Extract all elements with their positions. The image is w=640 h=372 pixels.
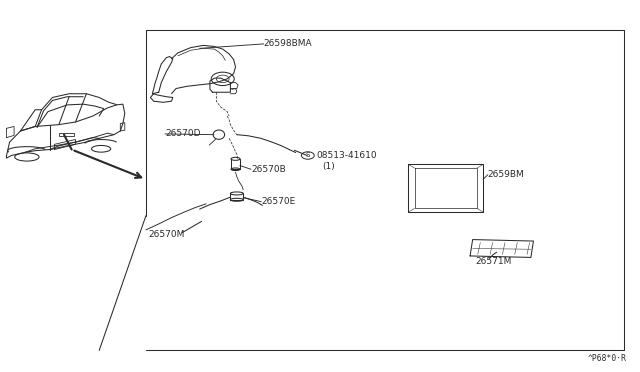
Text: 26598BMA: 26598BMA xyxy=(264,39,312,48)
Text: S: S xyxy=(306,153,310,158)
Text: 08513-41610: 08513-41610 xyxy=(316,151,377,160)
Text: 2659BM: 2659BM xyxy=(488,170,524,179)
Text: 26570D: 26570D xyxy=(165,129,200,138)
Text: 26570E: 26570E xyxy=(261,197,296,206)
Text: 26570M: 26570M xyxy=(148,230,185,239)
Text: 26570B: 26570B xyxy=(251,165,285,174)
Bar xyxy=(59,133,74,136)
Text: ^P68*0·R: ^P68*0·R xyxy=(588,354,627,363)
Text: (1): (1) xyxy=(323,162,335,171)
Text: 26571M: 26571M xyxy=(475,257,511,266)
